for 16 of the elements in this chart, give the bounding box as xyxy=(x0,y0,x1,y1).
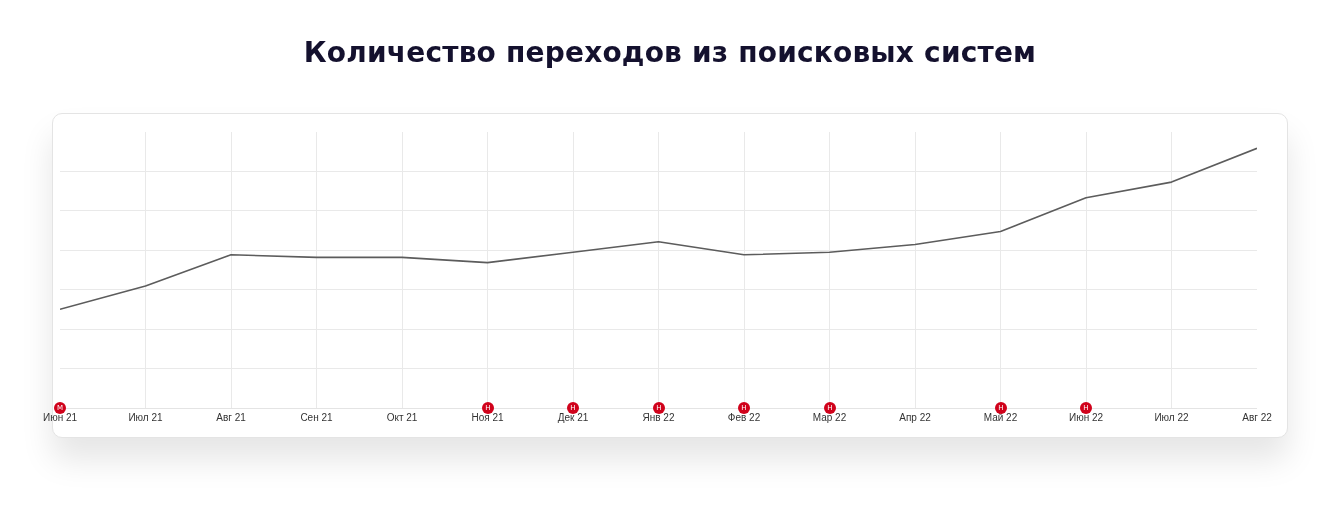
x-tick-label: Окт 21 xyxy=(386,412,418,423)
x-tick-label: Авг 21 xyxy=(216,412,247,423)
x-tick-label: Янв 22 xyxy=(642,412,675,423)
x-tick-label: Авг 22 xyxy=(1242,412,1273,423)
chart-title: Количество переходов из поисковых систем xyxy=(302,36,1038,69)
x-tick-label: Дек 21 xyxy=(557,412,589,423)
x-tick-label: Мар 22 xyxy=(812,412,847,423)
x-tick-label: Ноя 21 xyxy=(471,412,504,423)
x-tick-label: Июн 22 xyxy=(1068,412,1104,423)
x-tick-label: Июл 21 xyxy=(128,412,164,423)
x-tick-label: Сен 21 xyxy=(300,412,334,423)
x-tick-label: Фев 22 xyxy=(727,412,761,423)
x-tick-label: Июн 21 xyxy=(42,412,78,423)
x-tick-label: Май 22 xyxy=(983,412,1018,423)
x-tick-label: Июл 22 xyxy=(1154,412,1190,423)
x-tick-label: Апр 22 xyxy=(899,412,932,423)
